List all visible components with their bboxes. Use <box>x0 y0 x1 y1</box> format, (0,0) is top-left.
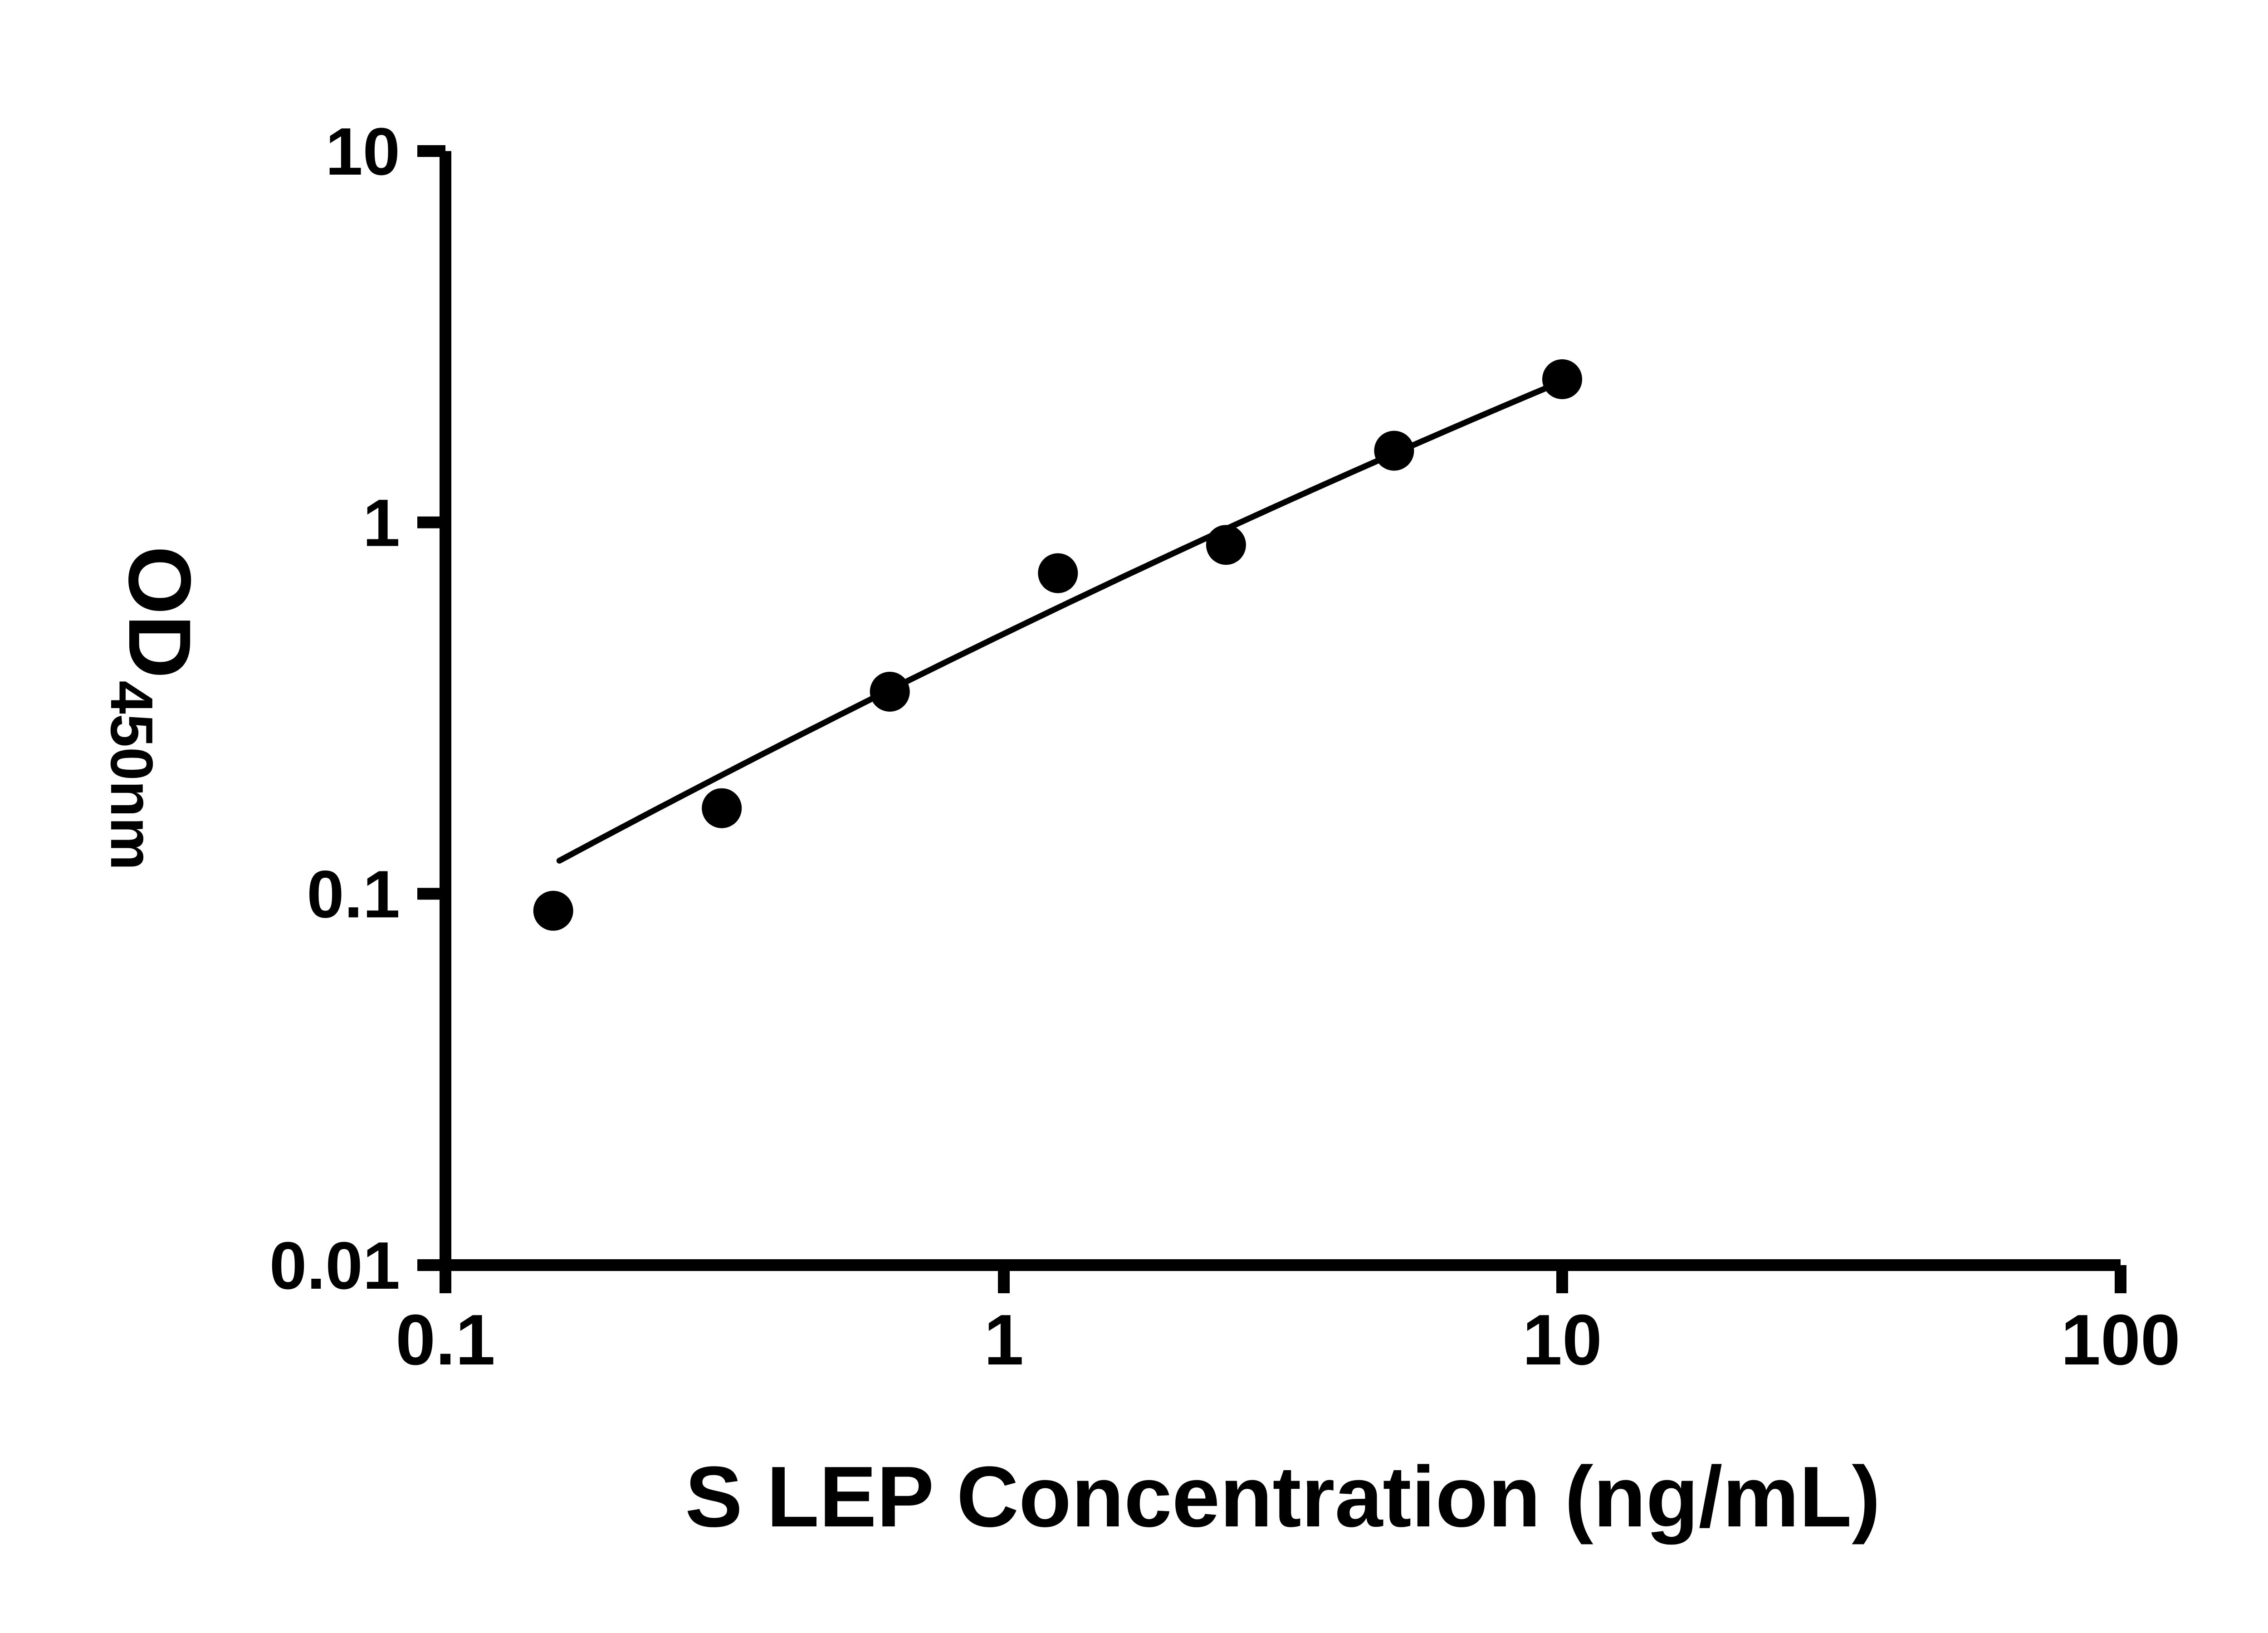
x-tick-label: 1 <box>984 1300 1024 1380</box>
plot-layer <box>533 359 1582 931</box>
y-tick-label: 10 <box>325 114 400 189</box>
data-point <box>870 671 910 712</box>
data-point <box>1206 525 1246 565</box>
y-axis-title-main: OD <box>110 546 209 679</box>
y-tick-label: 0.01 <box>269 1228 400 1303</box>
data-point <box>1038 553 1078 593</box>
x-tick-label: 10 <box>1522 1300 1602 1380</box>
x-tick-label: 100 <box>2061 1300 2180 1380</box>
y-axis-title: OD 450nm <box>98 546 209 870</box>
y-tick-label: 0.1 <box>307 857 400 932</box>
data-point <box>702 788 742 828</box>
data-point <box>533 890 573 931</box>
data-point <box>1374 430 1414 471</box>
x-axis-title: S LEP Concentration (ng/mL) <box>685 1449 1880 1545</box>
y-axis-title-sub: 450nm <box>98 680 165 870</box>
data-point <box>1542 359 1582 399</box>
axis-lines <box>440 151 2121 1271</box>
x-tick-label: 0.1 <box>396 1300 495 1380</box>
y-tick-label: 1 <box>363 486 400 561</box>
